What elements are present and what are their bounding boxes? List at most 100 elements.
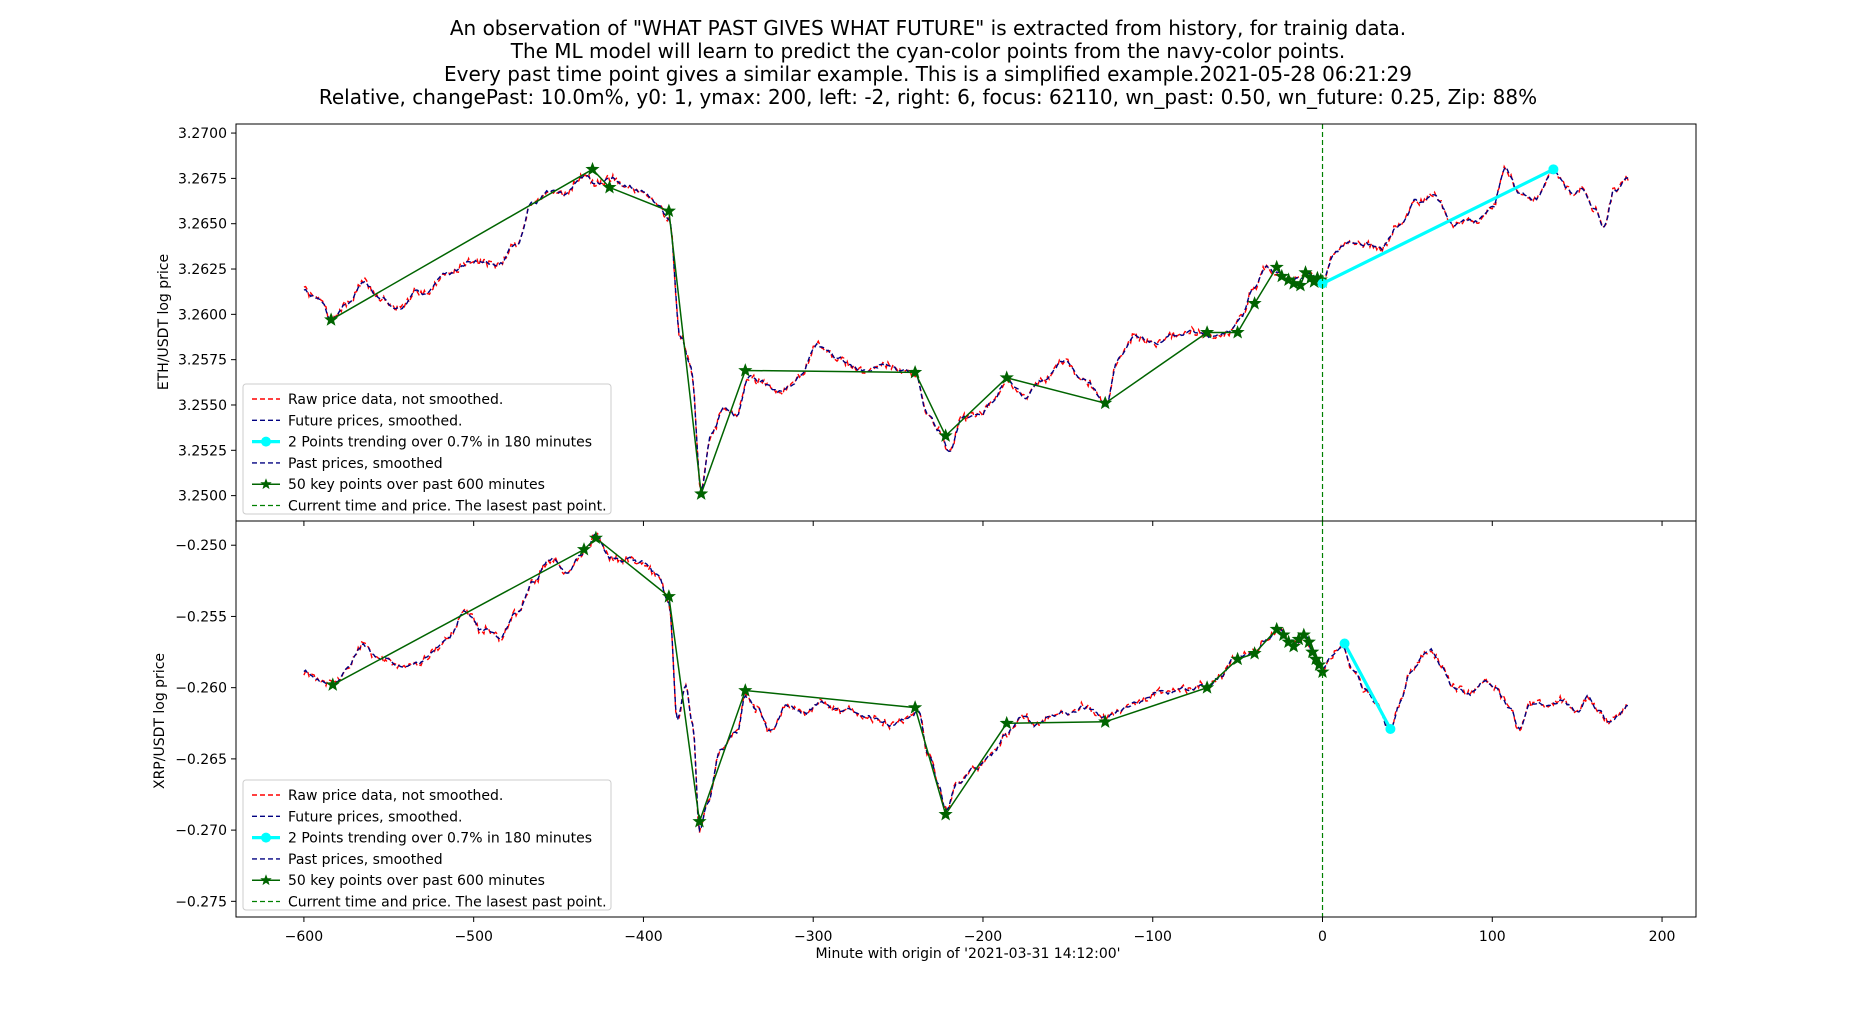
- eth-key-point-17: [1293, 277, 1308, 292]
- title-line-1: An observation of "WHAT PAST GIVES WHAT …: [450, 16, 1406, 40]
- eth-key-point-0: [324, 312, 339, 326]
- xrp-key-point-8: [999, 715, 1014, 730]
- xrp-key-point-1: [576, 542, 592, 556]
- xrp-price-panel: XRP/USDT log price −0.275 −0.270 −0.265 −0.…: [152, 520, 1697, 945]
- eth-future-smoothed-line: [1321, 165, 1629, 283]
- eth-legend-label-3: Past prices, smoothed: [288, 456, 443, 472]
- eth-ytick-label-8: 3.2700: [178, 126, 227, 142]
- figure-title: An observation of "WHAT PAST GIVES WHAT …: [319, 16, 1537, 109]
- eth-key-point-11: [1230, 325, 1245, 339]
- xrp-key-point-10: [1200, 680, 1215, 694]
- xrp-legend-label-4: 50 key points over past 600 minutes: [288, 873, 545, 889]
- eth-trend-line: [1321, 167, 1555, 285]
- xrp-xtick-label-5: −100: [1134, 929, 1172, 945]
- xrp-key-point-9: [1098, 714, 1113, 728]
- eth-key-point-8: [999, 370, 1014, 384]
- xrp-legend-swatch-keypoints-star: [260, 874, 272, 886]
- eth-ytick-label-2: 3.2550: [178, 398, 227, 414]
- eth-key-point-7: [938, 428, 953, 442]
- xrp-ytick-label-3: −0.260: [175, 681, 227, 697]
- xrp-key-point-7: [938, 806, 953, 821]
- xrp-key-point-18: [1296, 627, 1311, 641]
- eth-key-point-6: [908, 365, 923, 379]
- eth-key-point-12: [1247, 296, 1262, 310]
- title-line-4: Relative, changePast: 10.0m%, y0: 1, yma…: [319, 85, 1537, 109]
- eth-legend-swatch-trend-dot: [261, 436, 271, 447]
- xrp-key-point-0: [325, 677, 340, 691]
- xrp-ytick-label-1: −0.270: [175, 823, 227, 839]
- xrp-key-point-20: [1305, 644, 1320, 659]
- xrp-legend-label-3: Past prices, smoothed: [288, 852, 443, 868]
- xrp-legend-label-0: Raw price data, not smoothed.: [288, 788, 503, 804]
- xrp-key-point-14: [1276, 627, 1291, 641]
- xrp-key-point-12: [1247, 646, 1262, 660]
- xrp-ytick-label-0: −0.275: [175, 894, 227, 910]
- eth-legend-label-0: Raw price data, not smoothed.: [288, 392, 503, 408]
- eth-legend-box: [242, 383, 612, 515]
- xrp-past-smoothed-line: [303, 533, 1324, 833]
- eth-trend-point-0: [1317, 278, 1328, 289]
- xrp-trend-point-1: [1385, 723, 1396, 734]
- xrp-key-point-6: [908, 700, 923, 714]
- xrp-xtick-label-0: −600: [285, 929, 323, 945]
- xrp-future-smoothed-line: [1322, 646, 1629, 732]
- eth-key-point-16: [1286, 276, 1301, 290]
- eth-legend: Raw price data, not smoothed. Future pric…: [242, 383, 612, 515]
- eth-key-point-13: [1269, 259, 1284, 274]
- eth-ytick-label-6: 3.2650: [178, 217, 227, 233]
- eth-legend-label-2: 2 Points trending over 0.7% in 180 minut…: [288, 435, 592, 451]
- xrp-key-point-2: [588, 530, 603, 545]
- xrp-key-point-16: [1286, 638, 1301, 653]
- eth-ytick-label-5: 3.2625: [178, 262, 227, 278]
- xrp-key-point-19: [1301, 634, 1316, 649]
- eth-key-point-3: [661, 203, 676, 218]
- eth-ytick-label-7: 3.2675: [178, 171, 227, 187]
- xrp-key-point-11: [1230, 651, 1245, 666]
- xrp-ylabel: XRP/USDT log price: [152, 653, 168, 789]
- xrp-ytick-label-4: −0.255: [175, 609, 227, 625]
- eth-key-point-1: [585, 161, 600, 176]
- xrp-legend-swatch-trend-dot: [261, 832, 271, 843]
- eth-legend-label-5: Current time and price. The lasest past …: [288, 499, 607, 515]
- eth-legend-label-4: 50 key points over past 600 minutes: [288, 477, 545, 493]
- eth-ytick-label-4: 3.2600: [178, 307, 227, 323]
- xrp-trend-line: [1343, 642, 1392, 730]
- xrp-legend-label-1: Future prices, smoothed.: [288, 809, 462, 825]
- xrp-key-point-21: [1308, 651, 1323, 666]
- eth-ytick-label-0: 3.2500: [178, 489, 227, 505]
- xrp-xtick-label-2: −400: [624, 929, 662, 945]
- eth-past-smoothed-line: [303, 174, 1323, 494]
- eth-key-point-4: [694, 486, 709, 500]
- eth-key-point-2: [602, 179, 617, 194]
- xrp-key-point-22: [1312, 657, 1327, 671]
- xrp-key-point-3: [661, 589, 676, 603]
- xrp-trend-point-0: [1339, 638, 1350, 649]
- eth-ytick-label-3: 3.2575: [178, 353, 227, 369]
- xrp-key-point-13: [1269, 621, 1284, 636]
- eth-key-point-5: [738, 363, 753, 377]
- title-line-2: The ML model will learn to predict the c…: [510, 39, 1346, 63]
- xrp-legend-box: [242, 779, 612, 911]
- xrp-key-point-4: [692, 814, 707, 828]
- eth-legend-label-1: Future prices, smoothed.: [288, 413, 462, 429]
- xrp-ytick-label-2: −0.265: [175, 752, 227, 768]
- eth-trend-point-1: [1548, 164, 1559, 175]
- eth-key-point-9: [1098, 395, 1113, 410]
- xrp-xtick-label-1: −500: [454, 929, 492, 945]
- eth-key-point-14: [1274, 268, 1289, 283]
- xrp-legend-label-5: Current time and price. The lasest past …: [288, 895, 607, 911]
- eth-key-point-10: [1200, 325, 1215, 339]
- title-line-3: Every past time point gives a similar ex…: [444, 62, 1412, 86]
- xrp-legend: Raw price data, not smoothed. Future pric…: [242, 779, 612, 911]
- x-axis-label: Minute with origin of '2021-03-31 14:12:…: [815, 946, 1120, 962]
- xrp-xtick-label-3: −300: [794, 929, 832, 945]
- eth-ytick-label-1: 3.2525: [178, 443, 227, 459]
- xrp-xtick-label-4: −200: [964, 929, 1002, 945]
- eth-price-panel: ETH/USDT log price 3.2500 3.2525 3.2550 3.2…: [156, 123, 1697, 526]
- xrp-xtick-label-6: 0: [1318, 929, 1327, 945]
- xrp-axes-frame: [235, 520, 1697, 918]
- xrp-xtick-label-7: 100: [1479, 929, 1506, 945]
- xrp-ytick-label-5: −0.250: [175, 538, 227, 554]
- xrp-key-point-5: [738, 683, 753, 697]
